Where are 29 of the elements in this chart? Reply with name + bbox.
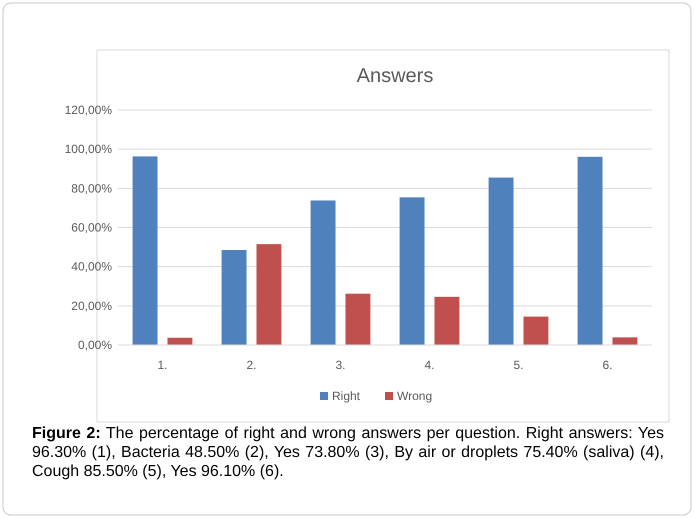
caption: Figure 2: The percentage of right and wrong answers per question. Right answers: Yes 96.30% (1), Bacteria 48.50% (2), Yes 73.80% (3), By air or droplets 75.40% (saliva) (4), Cough 85.50% (5), Yes 96.10% (6). (32, 424, 664, 481)
y-tick-label: 100,00% (64, 142, 112, 156)
x-tick-label: 2. (246, 358, 257, 372)
bar (488, 178, 514, 345)
x-tick-label: 5. (513, 358, 524, 372)
legend-label: Right (332, 389, 361, 403)
bar (222, 250, 247, 345)
bar (256, 244, 282, 345)
y-tick-label: 20,00% (71, 298, 112, 313)
bar (132, 156, 158, 345)
bar (400, 197, 425, 345)
bar (434, 296, 460, 345)
x-tick-label: 3. (335, 358, 346, 372)
chart-title: Answers (356, 65, 434, 87)
bar (345, 294, 370, 345)
x-tick-label: 6. (602, 358, 613, 372)
bar (167, 338, 192, 345)
x-tick-label: 4. (424, 358, 435, 372)
bar (523, 316, 548, 345)
bar (578, 156, 603, 345)
y-tick-label: 80,00% (71, 181, 112, 196)
bar (612, 337, 638, 345)
bar (310, 200, 336, 345)
y-tick-label: 120,00% (64, 103, 112, 117)
x-tick-label: 1. (157, 358, 168, 372)
y-tick-label: 60,00% (71, 220, 112, 234)
y-tick-label: 40,00% (71, 260, 112, 274)
y-tick-label: 0,00% (78, 338, 112, 352)
legend-label: Wrong (397, 389, 432, 403)
